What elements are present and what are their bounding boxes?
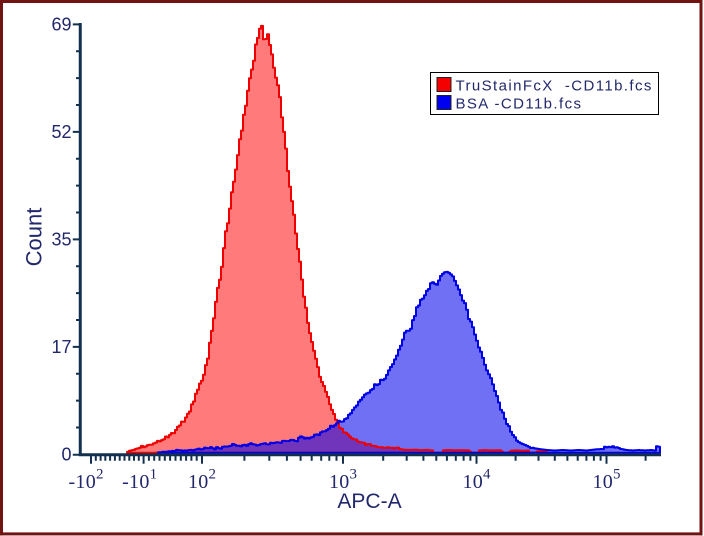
svg-text:17: 17 — [51, 337, 71, 357]
svg-text:BSA -CD11b.fcs: BSA -CD11b.fcs — [456, 96, 583, 113]
svg-text:TruStainFcX -CD11b.fcs: TruStainFcX -CD11b.fcs — [456, 78, 653, 95]
svg-text:69: 69 — [51, 15, 71, 35]
svg-text:35: 35 — [51, 230, 71, 250]
svg-text:Count: Count — [22, 208, 47, 267]
svg-text:APC-A: APC-A — [337, 490, 401, 513]
svg-text:52: 52 — [51, 122, 71, 142]
svg-text:0: 0 — [61, 445, 71, 465]
